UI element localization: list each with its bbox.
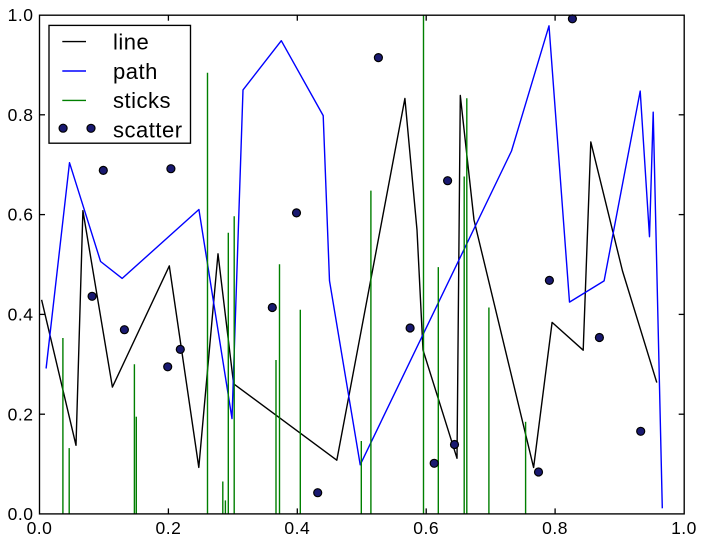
svg-text:sticks: sticks xyxy=(113,88,171,113)
svg-text:0.2: 0.2 xyxy=(155,518,181,538)
svg-text:1.0: 1.0 xyxy=(671,518,697,538)
svg-text:0.2: 0.2 xyxy=(8,404,34,424)
svg-text:0.0: 0.0 xyxy=(8,504,34,524)
svg-text:path: path xyxy=(113,59,158,84)
svg-text:0.4: 0.4 xyxy=(8,305,34,325)
svg-text:0.6: 0.6 xyxy=(8,205,34,225)
svg-text:0.6: 0.6 xyxy=(413,518,439,538)
svg-text:0.0: 0.0 xyxy=(27,518,53,538)
svg-text:0.8: 0.8 xyxy=(8,105,34,125)
svg-text:1.0: 1.0 xyxy=(8,5,34,25)
svg-text:line: line xyxy=(113,29,149,54)
svg-text:0.8: 0.8 xyxy=(542,518,568,538)
svg-text:scatter: scatter xyxy=(113,118,183,143)
svg-text:0.4: 0.4 xyxy=(284,518,310,538)
